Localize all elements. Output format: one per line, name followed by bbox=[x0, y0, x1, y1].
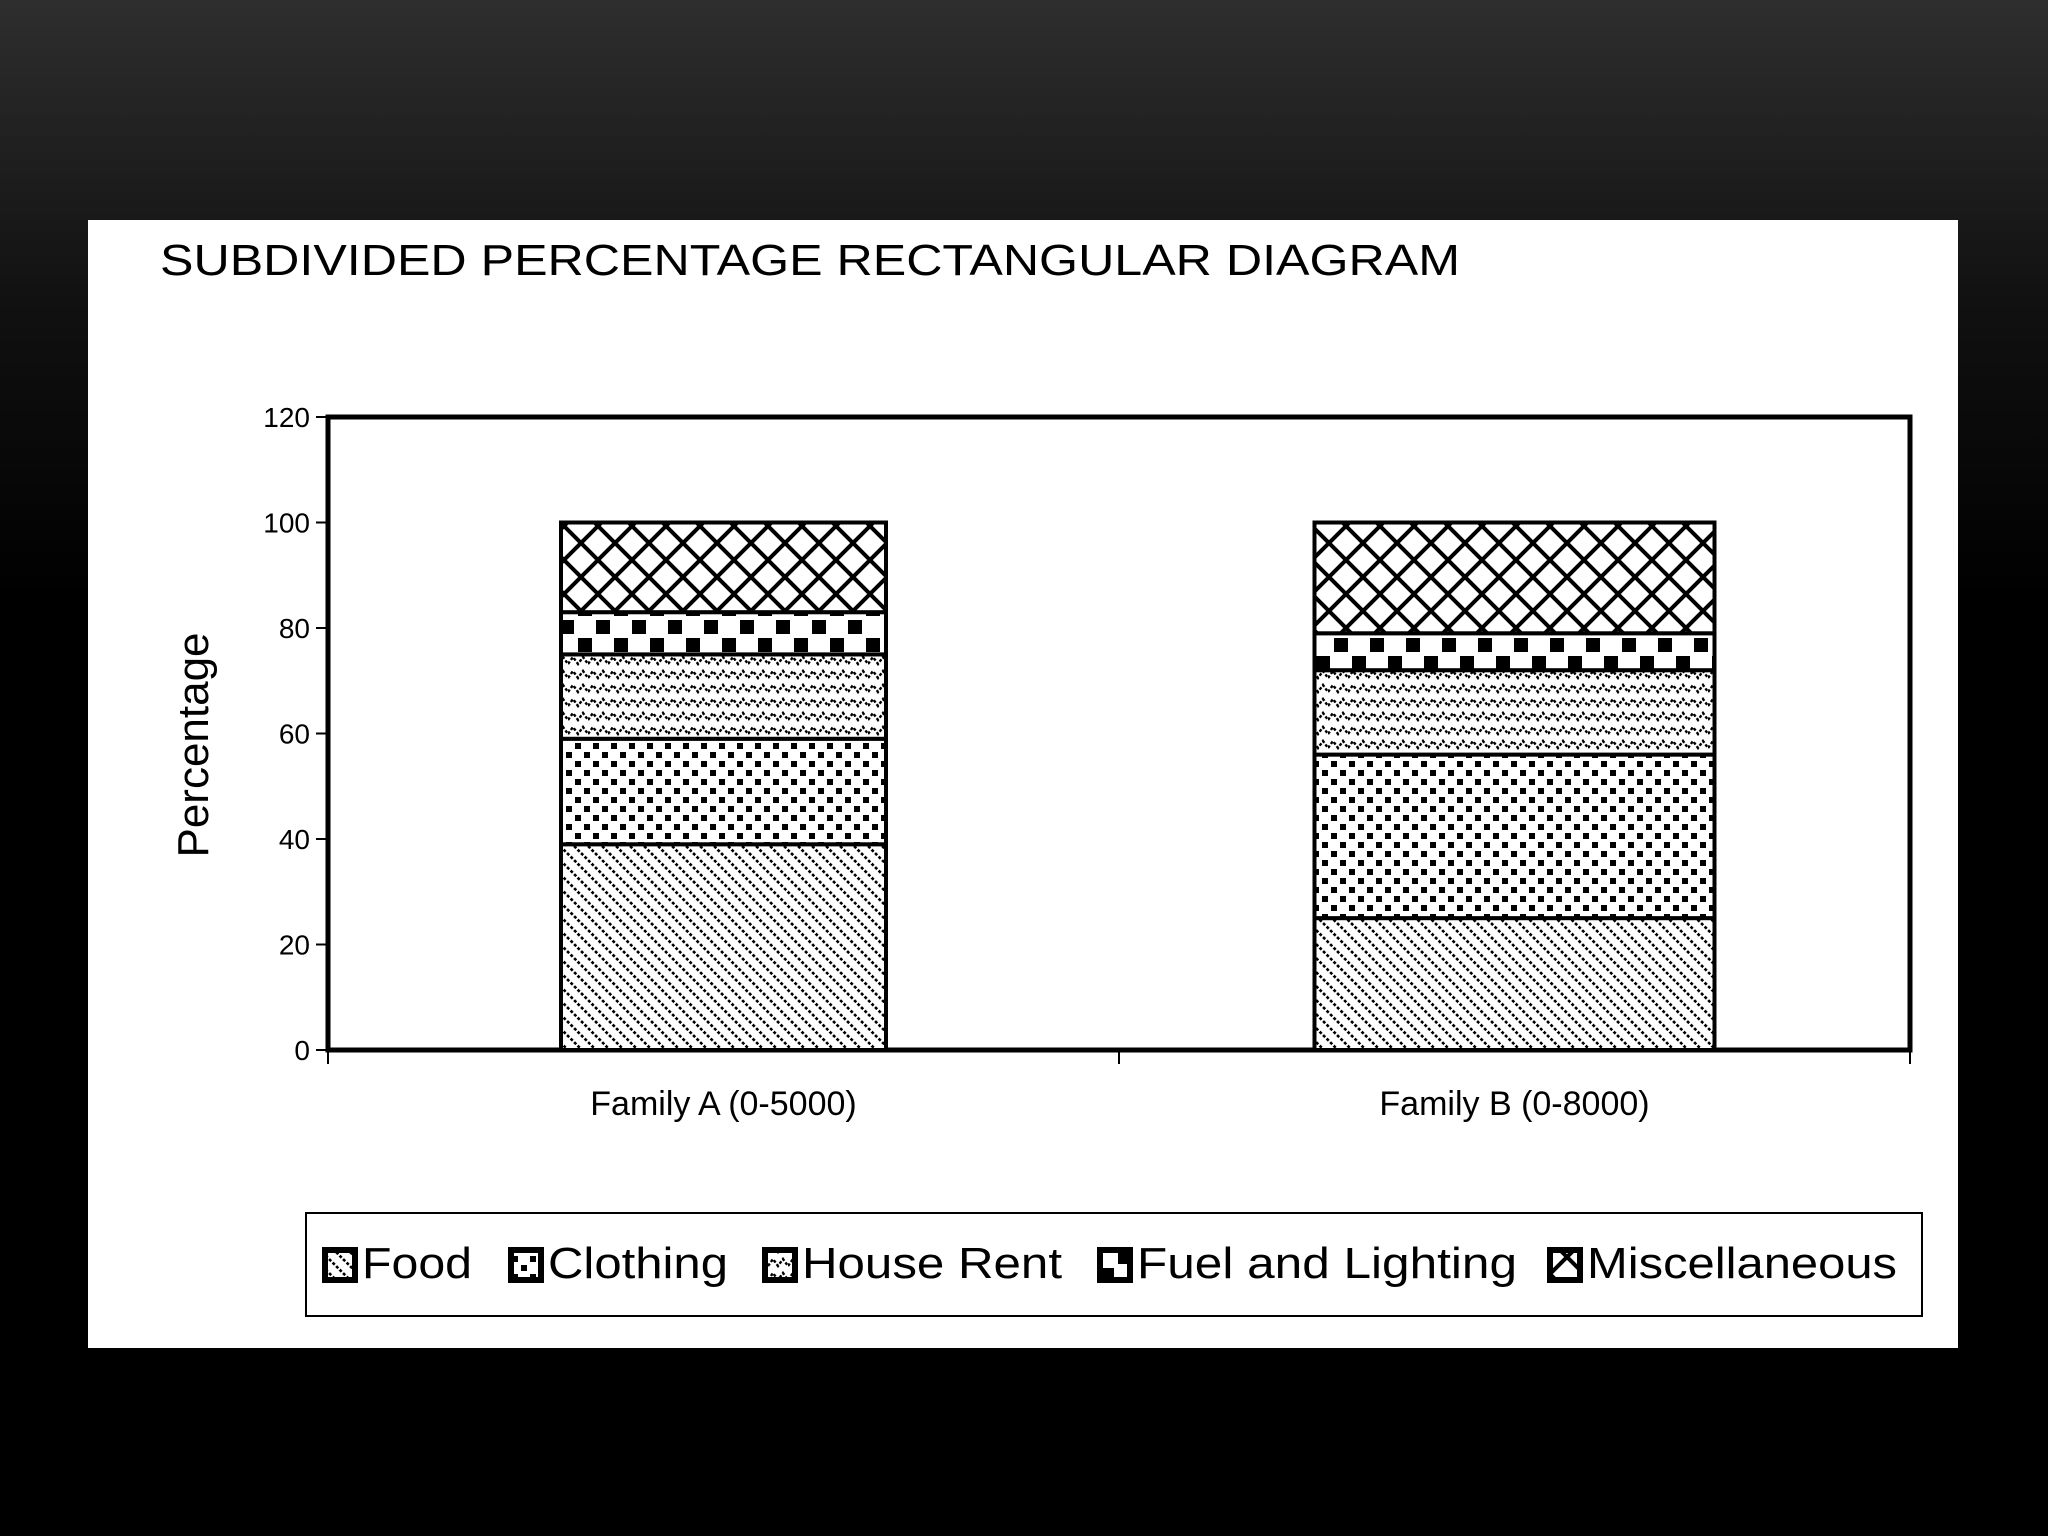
bar-segment-fuel-and-lighting bbox=[559, 610, 888, 657]
bar-segment-food bbox=[1312, 916, 1717, 1052]
bar-segment-house-rent bbox=[559, 652, 888, 741]
legend-item: Fuel and Lighting bbox=[1097, 1239, 1517, 1288]
legend-label: Miscellaneous bbox=[1587, 1239, 1897, 1288]
bar-segment-fuel-and-lighting bbox=[1312, 631, 1717, 673]
legend-label: Fuel and Lighting bbox=[1137, 1239, 1517, 1288]
legend-swatch bbox=[1547, 1247, 1583, 1283]
y-tick-label: 100 bbox=[263, 508, 310, 539]
legend-item: Miscellaneous bbox=[1547, 1239, 1897, 1288]
y-tick-label: 120 bbox=[263, 402, 310, 433]
legend-swatch bbox=[1097, 1247, 1133, 1283]
bar-segment-house-rent bbox=[1312, 668, 1717, 757]
x-tick-label: Family B (0-8000) bbox=[1379, 1085, 1649, 1123]
legend-swatch bbox=[508, 1247, 544, 1283]
legend: Food Clothing House Rent Fuel and Lighting M… bbox=[305, 1212, 1923, 1317]
bars bbox=[559, 520, 1717, 1053]
legend-swatch bbox=[762, 1247, 798, 1283]
legend-item: Clothing bbox=[508, 1239, 728, 1288]
legend-label: House Rent bbox=[802, 1239, 1062, 1288]
legend-item: Food bbox=[322, 1239, 472, 1288]
x-tick-label: Family A (0-5000) bbox=[590, 1085, 856, 1123]
legend-swatch bbox=[322, 1247, 358, 1283]
stacked-percentage-chart: SUBDIVIDED PERCENTAGE RECTANGULAR DIAGRA… bbox=[160, 236, 1923, 1317]
axes: Family A (0-5000) Family B (0-8000) 0 20 40 6… bbox=[263, 402, 1911, 1123]
bar-segment-clothing bbox=[1312, 752, 1717, 921]
chart-title: SUBDIVIDED PERCENTAGE RECTANGULAR DIAGRA… bbox=[160, 236, 1460, 285]
bar-segment-food bbox=[559, 842, 888, 1053]
bar-segment-miscellaneous bbox=[1312, 520, 1717, 636]
y-tick-label: 0 bbox=[294, 1035, 310, 1066]
bar-segment-miscellaneous bbox=[559, 520, 888, 615]
y-tick-label: 80 bbox=[279, 613, 310, 644]
slide-panel: SUBDIVIDED PERCENTAGE RECTANGULAR DIAGRA… bbox=[88, 220, 1958, 1348]
legend-item: House Rent bbox=[762, 1239, 1062, 1288]
bar-stack bbox=[559, 520, 888, 1053]
y-tick-label: 40 bbox=[279, 824, 310, 855]
legend-label: Clothing bbox=[548, 1239, 728, 1288]
legend-label: Food bbox=[362, 1239, 472, 1288]
y-tick-label: 60 bbox=[279, 719, 310, 750]
bar-segment-clothing bbox=[559, 736, 888, 847]
y-tick-label: 20 bbox=[279, 930, 310, 961]
bar-stack bbox=[1312, 520, 1717, 1052]
y-axis-label: Percentage bbox=[169, 632, 218, 857]
